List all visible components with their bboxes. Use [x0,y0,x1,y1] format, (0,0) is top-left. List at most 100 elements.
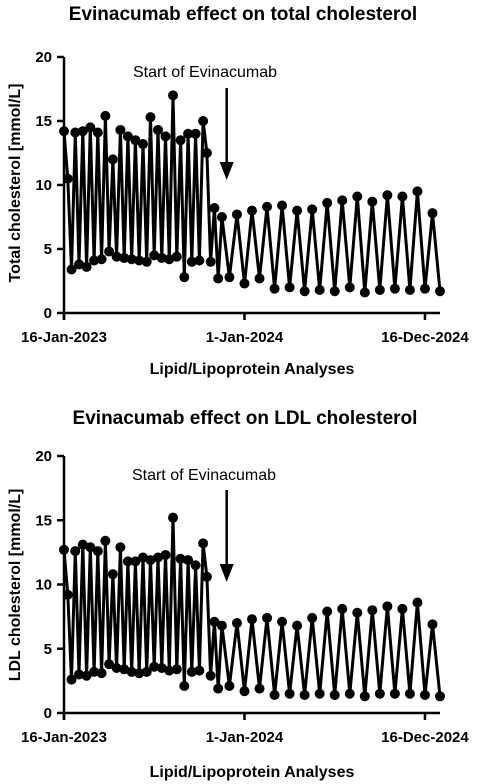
data-point [100,110,111,121]
data-point [175,135,186,146]
data-point [224,681,235,692]
data-point [70,546,81,557]
data-point [145,555,156,566]
data-point [119,664,130,675]
data-point [74,259,85,270]
data-point [59,126,69,137]
y-tick-label: 5 [44,641,52,658]
y-tick-label: 10 [35,577,52,594]
data-point [194,255,205,266]
data-point [190,128,201,139]
x-axis-title: Lipid/Lipoprotein Analyses [150,361,355,378]
data-point [299,690,310,701]
series-line [62,516,442,698]
data-point [81,670,92,681]
data-point [314,688,325,699]
data-point [209,203,220,214]
data-point [70,127,81,138]
data-point [337,603,348,614]
data-point [92,127,103,138]
data-point [100,535,111,546]
annotation-arrow-head [219,162,234,180]
data-point [62,589,73,600]
data-point [269,283,280,294]
data-point [412,597,423,608]
data-point [141,256,152,267]
data-point [427,619,438,630]
x-axis: 16-Jan-2023 1-Jan-2024 16-Dec-2024 [21,311,469,346]
data-point [277,616,288,627]
data-point [111,663,122,674]
data-point [435,691,445,702]
data-point [130,135,141,146]
data-point [156,663,167,674]
data-point [374,688,385,699]
data-point [419,690,430,701]
data-point [322,606,333,617]
data-point [435,286,445,297]
data-point [205,670,216,681]
data-point [104,659,115,670]
data-point [231,618,242,629]
data-point [201,148,212,158]
y-tick-label: 20 [35,49,52,66]
data-point [299,286,310,297]
plot-area [59,490,445,702]
data-point [389,283,400,294]
data-point [382,190,393,201]
data-point [198,116,209,126]
data-point [153,552,163,563]
data-point [183,128,194,139]
y-tick-label: 5 [44,241,52,258]
data-point [329,286,340,297]
data-point [198,538,209,549]
data-point [397,603,408,614]
data-point [183,555,194,566]
data-point [179,272,190,283]
data-point [292,620,303,631]
data-point [352,191,363,202]
annotation-arrow-head [219,564,234,582]
data-point [307,612,318,623]
data-point [62,173,73,184]
series-line [62,93,442,294]
data-point [352,607,363,618]
data-point [277,200,288,211]
data-point [77,539,88,550]
data-point [216,620,227,631]
data-point [145,112,156,123]
data-point [186,666,197,677]
data-point [359,691,370,702]
data-point [89,255,100,266]
data-point [322,197,333,208]
data-point [74,669,85,680]
data-point [122,556,133,567]
data-point [126,254,137,265]
y-axis-title: LDL cholesterol [mmol/L] [7,489,24,682]
x-tick-label: 1-Jan-2024 [206,329,284,346]
x-axis-title: Lipid/Lipoprotein Analyses [150,764,355,781]
data-point [254,273,265,284]
data-point [171,664,182,675]
plot-area [59,88,445,298]
annotation-label: Start of Evinacumab [133,64,277,81]
data-point [201,571,212,582]
data-point [160,549,171,560]
annotation-label: Start of Evinacumab [132,467,276,484]
data-point [137,139,148,150]
y-axis: 0 5 10 15 20 [35,448,66,722]
data-point [126,666,137,677]
data-point [149,250,160,261]
data-point [171,251,182,262]
data-point [213,683,224,694]
data-point [134,668,145,679]
data-point [284,282,295,293]
data-point [427,208,438,219]
data-point [419,283,430,294]
data-point [205,256,216,267]
data-point [344,688,355,699]
data-point [397,191,408,202]
data-point [269,690,280,701]
x-axis: 16-Jan-2023 1-Jan-2024 16-Dec-2024 [21,711,469,746]
